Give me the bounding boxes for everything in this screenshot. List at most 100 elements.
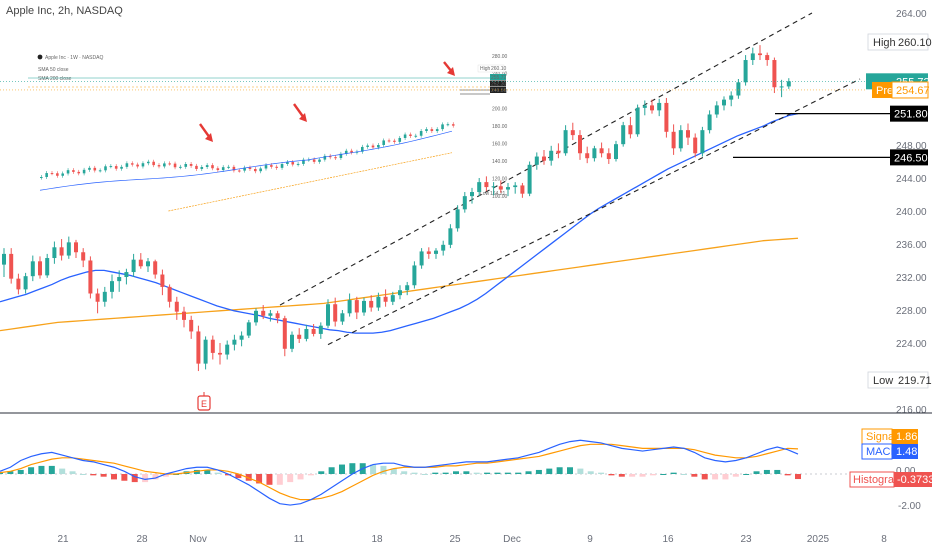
candle	[117, 277, 122, 282]
earnings-marker[interactable]: E	[197, 392, 211, 411]
pre-label: Pre	[876, 85, 893, 97]
macd-histogram-bar	[235, 474, 242, 479]
macd-histogram-bar	[556, 467, 563, 474]
inset-candle	[382, 140, 385, 145]
candle	[304, 328, 309, 339]
inset-candle	[147, 161, 150, 164]
inset-price-tag-label: 252.30	[491, 82, 507, 88]
channel-lower-line	[327, 78, 861, 346]
candle	[765, 55, 770, 61]
candle	[189, 319, 194, 332]
inset-candle	[152, 161, 155, 166]
candle	[398, 290, 402, 296]
macd-histogram-bar	[328, 467, 335, 474]
histogram-label: Histogram	[853, 474, 903, 486]
price-tick-label: 224.00	[896, 339, 927, 350]
date-tick-label: Nov	[189, 534, 207, 545]
macd-histogram-bar	[515, 472, 522, 474]
candle	[225, 344, 230, 355]
inset-candle	[72, 170, 75, 172]
macd-histogram-bar	[587, 471, 594, 474]
candle	[671, 131, 676, 149]
macd-label: MACD	[866, 446, 898, 458]
inset-candle	[286, 162, 289, 165]
price-tick-label: 232.00	[896, 273, 927, 284]
candle	[419, 251, 424, 266]
macd-histogram-bar	[722, 474, 729, 480]
macd-tick-label: -2.00	[898, 501, 921, 512]
inset-candle	[344, 150, 348, 154]
macd-histogram-bar	[193, 469, 200, 474]
macd-histogram-bar	[370, 464, 377, 474]
inset-low-label: Low	[480, 191, 490, 197]
candle	[534, 156, 539, 165]
inset-price-tag	[490, 74, 506, 80]
candle	[462, 196, 467, 210]
macd-histogram-bar	[535, 469, 542, 474]
inset-price-tick-label: 100.00	[492, 194, 508, 200]
inset-candle	[163, 163, 166, 167]
candle	[38, 261, 42, 276]
candle	[527, 164, 532, 194]
macd-histogram-bar	[349, 463, 356, 474]
candle	[246, 322, 251, 336]
candle	[470, 192, 474, 197]
low-box	[867, 371, 929, 389]
inset-candle	[339, 153, 343, 159]
candle	[772, 60, 777, 88]
price-tick-label: 248.00	[896, 141, 927, 152]
macd-histogram-bar	[629, 474, 636, 477]
pre-price-value: 254.67	[896, 85, 930, 97]
inset-candle	[328, 155, 332, 158]
candle	[779, 86, 784, 88]
candle	[426, 251, 431, 254]
candle	[146, 261, 150, 267]
price-tick-label: 228.00	[896, 306, 927, 317]
macd-histogram-bar	[681, 474, 687, 475]
candle	[642, 105, 647, 108]
inset-candle	[280, 164, 284, 168]
macd-histogram-bar	[421, 474, 428, 475]
histogram-value: -0.3733	[897, 474, 932, 486]
date-tick-label: 28	[136, 534, 148, 545]
candle	[448, 228, 453, 245]
macd-histogram-bar	[79, 474, 86, 475]
macd-histogram-bar	[307, 474, 314, 476]
inset-candle	[318, 159, 321, 162]
macd-histogram-bar	[598, 472, 605, 474]
date-tick-label: 16	[662, 534, 674, 545]
date-tick-label: Dec	[503, 534, 521, 545]
candle	[261, 310, 266, 316]
inset-candle	[259, 168, 262, 172]
candle	[210, 339, 215, 353]
trend-channel	[279, 12, 861, 346]
macd-histogram-bar	[701, 474, 708, 480]
candle	[628, 125, 633, 135]
candle	[232, 339, 237, 345]
macd-histogram-bar	[38, 465, 45, 474]
candle	[124, 272, 129, 277]
macd-histogram-bar	[318, 471, 325, 474]
candle	[549, 150, 554, 161]
macd-histogram-bar	[660, 474, 667, 475]
inset-price-tick-label: 140.00	[492, 159, 508, 165]
macd-histogram-bar	[17, 469, 24, 474]
date-tick-label: 9	[587, 534, 593, 545]
candle	[707, 114, 712, 131]
macd-histogram-bar	[142, 474, 149, 483]
candle	[110, 281, 114, 292]
candle	[729, 95, 734, 100]
candle	[131, 259, 136, 273]
macd-histogram-bar	[618, 474, 625, 477]
inset-candle	[403, 134, 407, 138]
support-level-tag	[890, 149, 928, 166]
candle	[657, 102, 662, 111]
macd-value-box	[892, 444, 918, 459]
candle	[599, 148, 604, 154]
candle	[153, 261, 158, 275]
candle	[66, 242, 71, 256]
macd-histogram-bar	[380, 465, 387, 474]
inset-candle	[98, 170, 102, 172]
inset-candle	[221, 167, 225, 171]
